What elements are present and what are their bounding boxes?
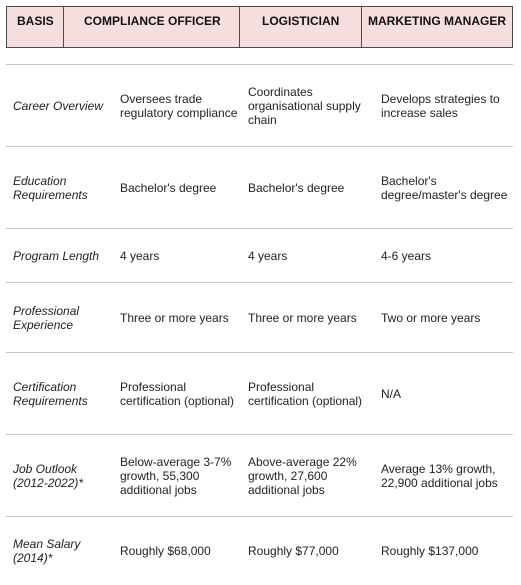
table-header: BASIS COMPLIANCE OFFICER LOGISTICIAN MAR… <box>6 6 513 48</box>
row-label: Certification Requirements <box>13 379 88 408</box>
table-cell: Three or more years <box>248 310 357 325</box>
header-logistician: LOGISTICIAN <box>239 7 361 47</box>
table-cell: Professional certification (optional) <box>120 379 235 408</box>
table-cell: Roughly $137,000 <box>381 544 479 558</box>
row-divider <box>6 282 513 283</box>
row-divider <box>6 64 513 65</box>
header-marketing-manager: MARKETING MANAGER <box>361 7 512 47</box>
table-cell: Bachelor's degree <box>248 180 345 195</box>
table-cell: Bachelor's degree/master's degree <box>381 173 508 202</box>
table-cell: Roughly $77,000 <box>248 544 339 558</box>
table-cell: Below-average 3-7% growth, 55,300 additi… <box>120 454 232 497</box>
table-cell: 4-6 years <box>381 248 432 263</box>
row-divider <box>6 434 513 435</box>
header-basis: BASIS <box>17 14 54 28</box>
table-cell: Coordinates organisational supply chain <box>248 84 361 127</box>
row-divider <box>6 228 513 229</box>
table-cell: 4 years <box>248 248 288 263</box>
row-label: Job Outlook (2012-2022)* <box>13 461 84 490</box>
table-cell: Develops strategies to increase sales <box>381 91 500 120</box>
row-label: Professional Experience <box>13 303 80 332</box>
row-label: Education Requirements <box>13 173 88 202</box>
table-cell: Average 13% growth, 22,900 additional jo… <box>381 461 498 490</box>
table-cell: Two or more years <box>381 310 481 325</box>
table-cell: Three or more years <box>120 310 229 325</box>
table-cell: Oversees trade regulatory compliance <box>120 91 238 120</box>
table-cell: N/A <box>381 386 402 401</box>
table-cell: Roughly $68,000 <box>120 544 211 558</box>
table-cell: Bachelor's degree <box>120 180 217 195</box>
row-label: Mean Salary (2014)* <box>13 537 81 565</box>
row-label: Career Overview <box>13 98 104 113</box>
row-label: Program Length <box>13 248 100 263</box>
table-cell: Professional certification (optional) <box>248 379 363 408</box>
row-divider <box>6 146 513 147</box>
row-divider <box>6 352 513 353</box>
header-compliance-officer: COMPLIANCE OFFICER <box>63 7 239 47</box>
table-cell: 4 years <box>120 248 160 263</box>
row-divider <box>6 516 513 517</box>
table-cell: Above-average 22% growth, 27,600 additio… <box>248 454 357 497</box>
